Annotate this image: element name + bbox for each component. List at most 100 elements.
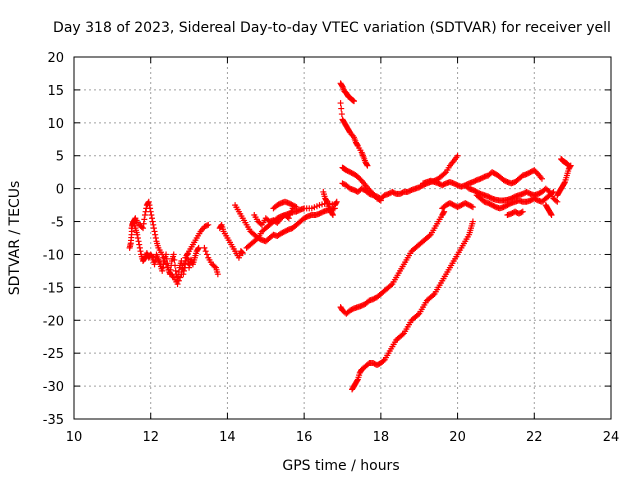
data-point <box>430 292 437 299</box>
series-track-w <box>349 218 476 393</box>
x-axis-label: GPS time / hours <box>282 458 399 474</box>
y-tick-label: -30 <box>43 380 64 395</box>
data-point <box>203 222 210 229</box>
data-point <box>175 277 182 284</box>
data-point <box>180 260 187 267</box>
data-point <box>140 225 147 232</box>
plot-frame <box>73 56 612 420</box>
data-point <box>152 235 159 241</box>
data-point <box>141 211 148 218</box>
data-point <box>177 274 184 281</box>
data-point <box>285 215 292 222</box>
data-point <box>201 244 208 251</box>
data-point <box>547 210 554 217</box>
data-point <box>545 187 552 194</box>
series-track-e <box>232 202 338 245</box>
data-point <box>550 188 557 195</box>
data-point <box>203 251 210 258</box>
data-point <box>414 311 421 318</box>
data-point <box>150 225 157 232</box>
data-point <box>159 267 166 274</box>
data-point <box>136 241 143 248</box>
data-point <box>152 231 159 238</box>
data-point <box>354 377 361 384</box>
y-axis-label: SDTVAR / TECUs <box>7 181 23 296</box>
data-point <box>441 170 448 177</box>
x-tick-label: 12 <box>142 430 159 445</box>
x-tick-label: 16 <box>296 430 313 445</box>
grid-layer <box>74 57 611 419</box>
data-point <box>202 248 209 255</box>
series-track-v <box>337 208 448 317</box>
data-point <box>380 357 387 364</box>
data-point <box>329 211 336 218</box>
data-point <box>333 198 340 205</box>
series-track-q <box>439 200 476 212</box>
data-point <box>333 199 340 206</box>
data-point <box>142 208 149 215</box>
y-tick-label: 20 <box>47 51 64 66</box>
data-point <box>147 205 154 212</box>
data-point <box>148 253 155 260</box>
data-point <box>338 111 345 118</box>
data-point <box>351 98 358 105</box>
series-track-d <box>216 221 246 261</box>
data-point <box>329 210 336 217</box>
data-point <box>469 218 476 225</box>
y-tick-label: -25 <box>43 347 64 362</box>
data-point <box>159 251 166 258</box>
data-point <box>195 244 202 251</box>
data-point <box>164 264 171 271</box>
data-point <box>364 162 371 169</box>
y-tick-label: 10 <box>47 117 64 132</box>
data-point <box>565 161 572 168</box>
data-point <box>145 198 152 205</box>
data-point <box>323 197 330 204</box>
data-point <box>147 208 154 215</box>
data-point <box>134 235 141 241</box>
data-point <box>171 256 178 263</box>
data-point <box>137 248 144 255</box>
series-track-j <box>337 80 358 105</box>
data-point <box>160 254 167 261</box>
data-point <box>239 250 246 257</box>
data-point <box>287 211 294 218</box>
data-point <box>148 215 155 222</box>
series-track-r <box>504 208 526 218</box>
data-point <box>211 263 218 270</box>
data-point <box>135 238 142 245</box>
y-tick-label: -10 <box>43 248 64 263</box>
data-point <box>454 152 461 159</box>
data-point <box>292 203 299 210</box>
data-point <box>253 236 260 243</box>
data-point <box>554 198 561 205</box>
data-point <box>338 105 345 112</box>
data-point <box>440 209 447 216</box>
data-point <box>399 331 406 338</box>
chart-title: Day 318 of 2023, Sidereal Day-to-day VTE… <box>53 20 611 36</box>
y-tick-label: -5 <box>51 216 64 231</box>
data-point <box>468 203 475 210</box>
data-point <box>538 175 545 182</box>
data-point <box>179 265 186 272</box>
series-track-p <box>473 188 557 212</box>
data-point <box>163 261 170 268</box>
data-point <box>218 222 225 229</box>
y-tick-label: 0 <box>56 183 64 198</box>
data-point <box>205 221 212 228</box>
data-marks <box>126 80 574 393</box>
data-point <box>141 216 148 223</box>
data-point <box>150 221 157 228</box>
data-point <box>186 264 193 271</box>
data-point <box>426 232 433 239</box>
data-point <box>174 281 181 288</box>
data-point <box>182 261 189 268</box>
data-point <box>138 224 145 231</box>
data-point <box>134 231 141 238</box>
series-track-h <box>270 198 300 212</box>
data-point <box>388 282 395 289</box>
data-point <box>170 251 177 258</box>
data-point <box>172 267 179 274</box>
data-point <box>184 251 191 258</box>
